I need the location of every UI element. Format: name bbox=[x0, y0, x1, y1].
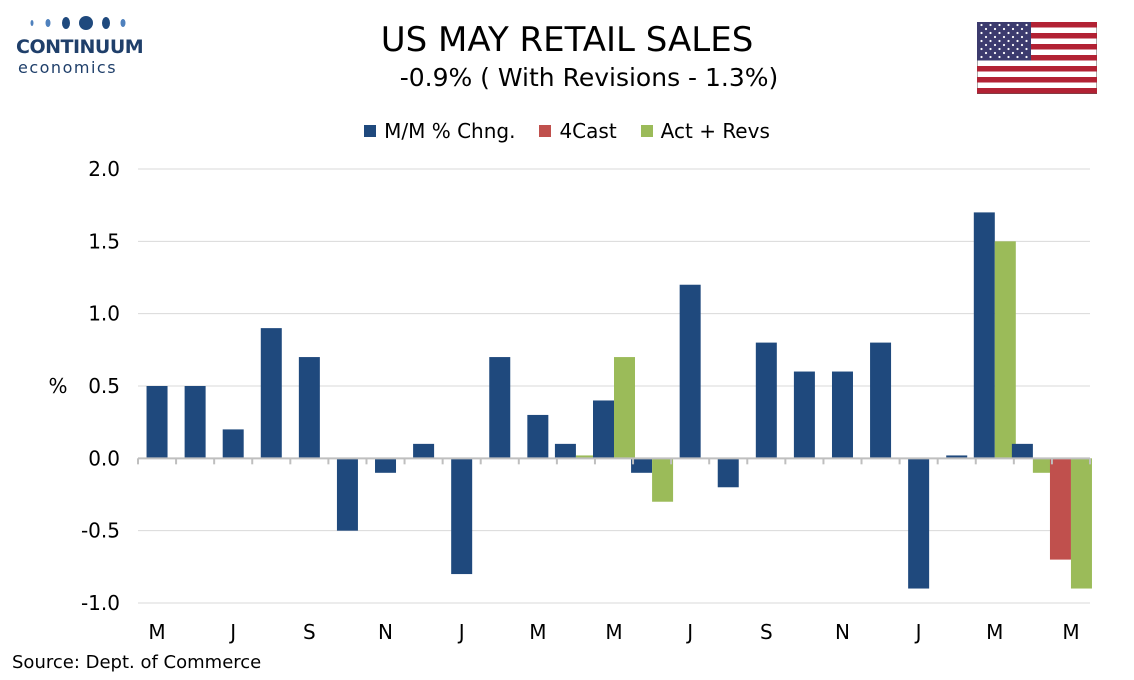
legend-item-act-revs: Act + Revs bbox=[640, 119, 770, 143]
bar-act-revs bbox=[652, 458, 674, 502]
y-axis-label: % bbox=[48, 374, 67, 398]
bar-mm bbox=[831, 371, 853, 459]
us-flag-icon bbox=[977, 22, 1097, 94]
bar-mm bbox=[908, 458, 930, 589]
bar-mm bbox=[717, 458, 739, 488]
legend-swatch-act-revs bbox=[640, 125, 653, 137]
y-tick-label: 0.5 bbox=[88, 374, 120, 398]
logo-subtitle: economics bbox=[18, 58, 118, 77]
x-tick-label: M bbox=[148, 620, 165, 644]
source-note: Source: Dept. of Commerce bbox=[12, 652, 262, 673]
x-tick-label: M bbox=[1062, 620, 1079, 644]
x-tick-label: M bbox=[986, 620, 1003, 644]
bar-act-revs bbox=[1070, 458, 1092, 589]
x-tick-label: J bbox=[457, 620, 465, 644]
chart-subtitle: -0.9% ( With Revisions - 1.3%) bbox=[399, 63, 779, 92]
logo-name: CONTINUUM bbox=[16, 36, 144, 58]
y-tick-label: -0.5 bbox=[81, 519, 120, 543]
bar-act-revs bbox=[614, 357, 635, 459]
x-tick-label: M bbox=[529, 620, 546, 644]
bar-mm bbox=[146, 386, 168, 459]
bar-mm bbox=[679, 284, 701, 459]
bar-mm bbox=[870, 342, 892, 459]
bar-mm bbox=[1011, 443, 1033, 459]
legend-label-act-revs: Act + Revs bbox=[660, 119, 770, 143]
legend-item-4cast: 4Cast bbox=[539, 119, 617, 143]
bar-mm bbox=[222, 429, 244, 459]
legend-label-4cast: 4Cast bbox=[559, 119, 617, 143]
legend-swatch-4cast bbox=[539, 125, 552, 137]
continuum-logo: CONTINUUM economics bbox=[14, 14, 144, 84]
x-tick-label: S bbox=[760, 620, 773, 644]
x-tick-label: J bbox=[228, 620, 236, 644]
x-tick-label: N bbox=[378, 620, 393, 644]
bar-mm bbox=[336, 458, 358, 531]
y-tick-label: 1.5 bbox=[88, 229, 120, 253]
bar-mm bbox=[451, 458, 473, 575]
bar-mm bbox=[375, 458, 397, 473]
bar-mm bbox=[593, 400, 614, 459]
bar-act-revs bbox=[575, 455, 597, 459]
x-tick-label: M bbox=[605, 620, 622, 644]
bar-act-revs bbox=[994, 241, 1016, 459]
bar-mm bbox=[489, 357, 511, 459]
bar-mm bbox=[413, 443, 435, 459]
x-tick-label: N bbox=[835, 620, 850, 644]
x-tick-label: J bbox=[914, 620, 922, 644]
y-tick-label: 0.0 bbox=[88, 446, 120, 470]
legend-label-mm: M/M % Chng. bbox=[384, 119, 516, 143]
legend-swatch-mm bbox=[364, 125, 377, 137]
y-tick-label: 1.0 bbox=[88, 302, 120, 326]
y-tick-label: 2.0 bbox=[88, 157, 120, 181]
x-tick-label: S bbox=[303, 620, 316, 644]
bar-mm bbox=[260, 328, 282, 459]
bar-mm bbox=[946, 455, 968, 459]
bar-mm bbox=[184, 386, 206, 459]
legend-item-mm: M/M % Chng. bbox=[364, 119, 515, 143]
bar-mm bbox=[793, 371, 815, 459]
chart-legend: M/M % Chng. 4Cast Act + Revs bbox=[0, 119, 1134, 143]
y-tick-label: -1.0 bbox=[81, 591, 120, 615]
bar-mm bbox=[554, 443, 576, 459]
bar-act-revs bbox=[1032, 458, 1054, 473]
x-tick-label: J bbox=[685, 620, 693, 644]
logo-dots-icon bbox=[30, 16, 126, 30]
bar-mm bbox=[973, 212, 995, 459]
bar-4cast bbox=[1049, 458, 1071, 560]
bar-mm bbox=[527, 414, 549, 459]
bar-mm bbox=[298, 357, 320, 459]
bar-mm bbox=[755, 342, 777, 459]
chart-title: US MAY RETAIL SALES bbox=[380, 20, 754, 60]
bar-mm bbox=[631, 458, 653, 473]
